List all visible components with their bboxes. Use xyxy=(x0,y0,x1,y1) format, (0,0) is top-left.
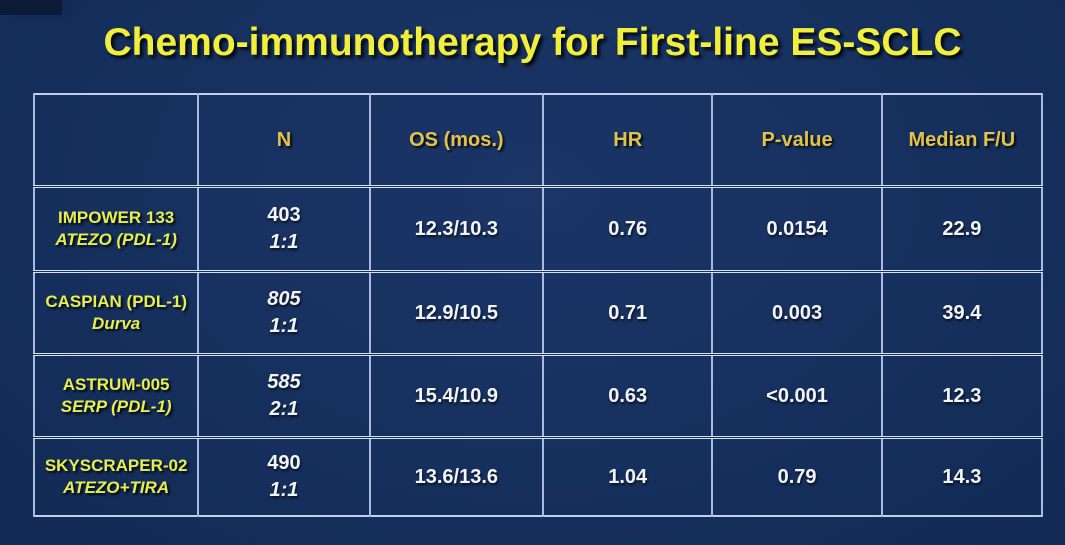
study-agent: ATEZO (PDL-1) xyxy=(55,230,177,249)
header-n: N xyxy=(197,94,371,187)
header-empty xyxy=(32,94,200,187)
study-agent: SERP (PDL-1) xyxy=(60,397,172,416)
p-value-cell: 0.79 xyxy=(711,436,883,516)
os-cell: 12.3/10.3 xyxy=(368,185,545,272)
hr-cell: 1.04 xyxy=(542,436,714,516)
study-cell: CASPIAN (PDL-1) Durva xyxy=(32,270,200,355)
hr-cell: 0.63 xyxy=(542,353,714,438)
median-fu-cell: 14.3 xyxy=(880,436,1044,516)
n-cell: 490 1:1 xyxy=(197,436,371,516)
table-row-impower133: IMPOWER 133 ATEZO (PDL-1) 403 1:1 12.3/1… xyxy=(32,185,1044,272)
n-value: 403 xyxy=(267,204,301,226)
header-hr: HR xyxy=(542,94,714,187)
header-median-fu: Median F/U xyxy=(880,94,1044,187)
table-header-row: N OS (mos.) HR P-value Median F/U xyxy=(32,94,1044,187)
randomization-ratio: 1:1 xyxy=(269,231,299,253)
study-name: ASTRUM-005 xyxy=(62,375,170,394)
trials-comparison-table: N OS (mos.) HR P-value Median F/U IMPOWE… xyxy=(32,93,1044,517)
os-cell: 15.4/10.9 xyxy=(368,353,545,438)
os-cell: 12.9/10.5 xyxy=(368,270,545,355)
study-cell: IMPOWER 133 ATEZO (PDL-1) xyxy=(32,185,200,272)
table-row-caspian: CASPIAN (PDL-1) Durva 805 1:1 12.9/10.5 … xyxy=(32,270,1044,355)
n-cell: 585 2:1 xyxy=(197,353,371,438)
study-name: SKYSCRAPER-02 xyxy=(44,456,188,475)
table-row-skyscraper02: SKYSCRAPER-02 ATEZO+TIRA 490 1:1 13.6/13… xyxy=(32,436,1044,516)
header-os: OS (mos.) xyxy=(368,94,545,187)
study-cell: ASTRUM-005 SERP (PDL-1) xyxy=(32,353,200,438)
table-row-astrum005: ASTRUM-005 SERP (PDL-1) 585 2:1 15.4/10.… xyxy=(32,353,1044,438)
median-fu-cell: 39.4 xyxy=(880,270,1044,355)
study-name: CASPIAN (PDL-1) xyxy=(45,292,187,311)
randomization-ratio: 2:1 xyxy=(269,398,299,420)
study-name: IMPOWER 133 xyxy=(58,208,175,227)
top-left-dark-artifact xyxy=(0,0,62,15)
p-value-cell: <0.001 xyxy=(711,353,883,438)
header-p-value: P-value xyxy=(711,94,883,187)
os-cell: 13.6/13.6 xyxy=(368,436,545,516)
hr-cell: 0.71 xyxy=(542,270,714,355)
n-cell: 403 1:1 xyxy=(197,185,371,272)
slide-title: Chemo-immunotherapy for First-line ES-SC… xyxy=(103,21,962,64)
hr-cell: 0.76 xyxy=(542,185,714,272)
n-value: 805 xyxy=(267,288,301,310)
p-value-cell: 0.003 xyxy=(711,270,883,355)
study-agent: ATEZO+TIRA xyxy=(63,478,170,497)
n-value: 585 xyxy=(267,371,301,393)
median-fu-cell: 12.3 xyxy=(880,353,1044,438)
n-value: 490 xyxy=(267,452,301,474)
study-cell: SKYSCRAPER-02 ATEZO+TIRA xyxy=(32,436,200,516)
n-cell: 805 1:1 xyxy=(197,270,371,355)
median-fu-cell: 22.9 xyxy=(880,185,1044,272)
randomization-ratio: 1:1 xyxy=(269,315,299,337)
study-agent: Durva xyxy=(92,314,141,333)
randomization-ratio: 1:1 xyxy=(269,479,299,501)
p-value-cell: 0.0154 xyxy=(711,185,883,272)
